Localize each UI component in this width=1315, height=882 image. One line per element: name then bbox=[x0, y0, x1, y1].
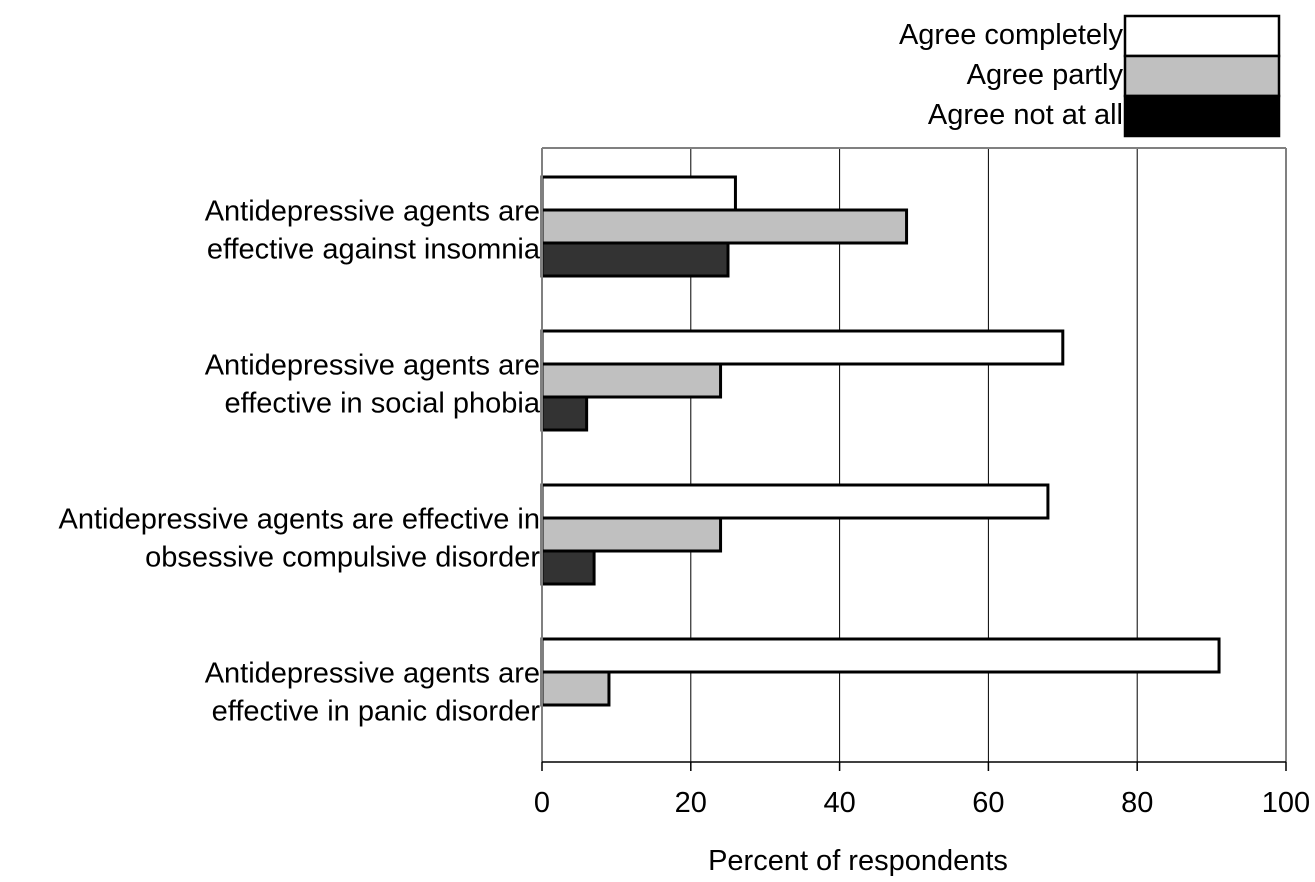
category-label-2-line-1: Antidepressive agents are bbox=[205, 350, 540, 382]
bar-2-series-3 bbox=[540, 395, 589, 432]
category-label-1-line-1: Antidepressive agents are bbox=[205, 196, 540, 228]
bar-1-series-2 bbox=[540, 208, 909, 245]
category-label-2: Antidepressive agents are effective in so… bbox=[205, 350, 541, 420]
bar-2-series-2 bbox=[540, 362, 723, 399]
x-tick-labels: 0 20 40 60 80 100 bbox=[534, 787, 1310, 819]
axes bbox=[541, 147, 1287, 771]
legend-label-1: Agree completely bbox=[899, 19, 1124, 51]
bar-4-series-2 bbox=[540, 670, 611, 707]
x-tick-label-100: 100 bbox=[1262, 787, 1310, 819]
legend-swatch-1 bbox=[1123, 14, 1281, 58]
x-tick-label-0: 0 bbox=[534, 787, 550, 819]
bar-3-series-3 bbox=[540, 549, 596, 586]
bar-1-series-3 bbox=[540, 241, 730, 278]
category-labels: Antidepressive agents are effective again… bbox=[59, 196, 541, 728]
category-label-3-line-1: Antidepressive agents are effective in bbox=[59, 504, 540, 536]
category-label-4-line-1: Antidepressive agents are bbox=[205, 658, 540, 690]
x-tick-label-60: 60 bbox=[972, 787, 1004, 819]
bar-3-series-1 bbox=[540, 483, 1050, 520]
legend-swatch-2 bbox=[1123, 54, 1281, 98]
category-label-1: Antidepressive agents are effective again… bbox=[205, 196, 541, 266]
bar-2-series-1 bbox=[540, 329, 1065, 366]
x-tick-label-80: 80 bbox=[1121, 787, 1153, 819]
category-label-4-line-2: effective in panic disorder bbox=[212, 696, 541, 728]
bar-1-series-1 bbox=[540, 175, 737, 212]
x-tick-label-40: 40 bbox=[823, 787, 855, 819]
bar-3-series-2 bbox=[540, 516, 723, 553]
legend-swatch-3 bbox=[1123, 94, 1281, 138]
category-label-3: Antidepressive agents are effective in ob… bbox=[59, 504, 541, 574]
x-axis-title: Percent of respondents bbox=[708, 845, 1008, 877]
x-tick-label-20: 20 bbox=[675, 787, 707, 819]
category-label-2-line-2: effective in social phobia bbox=[225, 388, 541, 420]
bars bbox=[540, 175, 1221, 707]
legend-label-3: Agree not at all bbox=[928, 99, 1123, 131]
category-label-1-line-2: effective against insomnia bbox=[207, 234, 541, 266]
category-label-4: Antidepressive agents are effective in pa… bbox=[205, 658, 541, 728]
legend-label-2: Agree partly bbox=[967, 59, 1124, 91]
bar-4-series-1 bbox=[540, 637, 1221, 674]
category-label-3-line-2: obsessive compulsive disorder bbox=[145, 542, 540, 574]
legend: Agree completely Agree partly Agree not at… bbox=[899, 14, 1281, 138]
